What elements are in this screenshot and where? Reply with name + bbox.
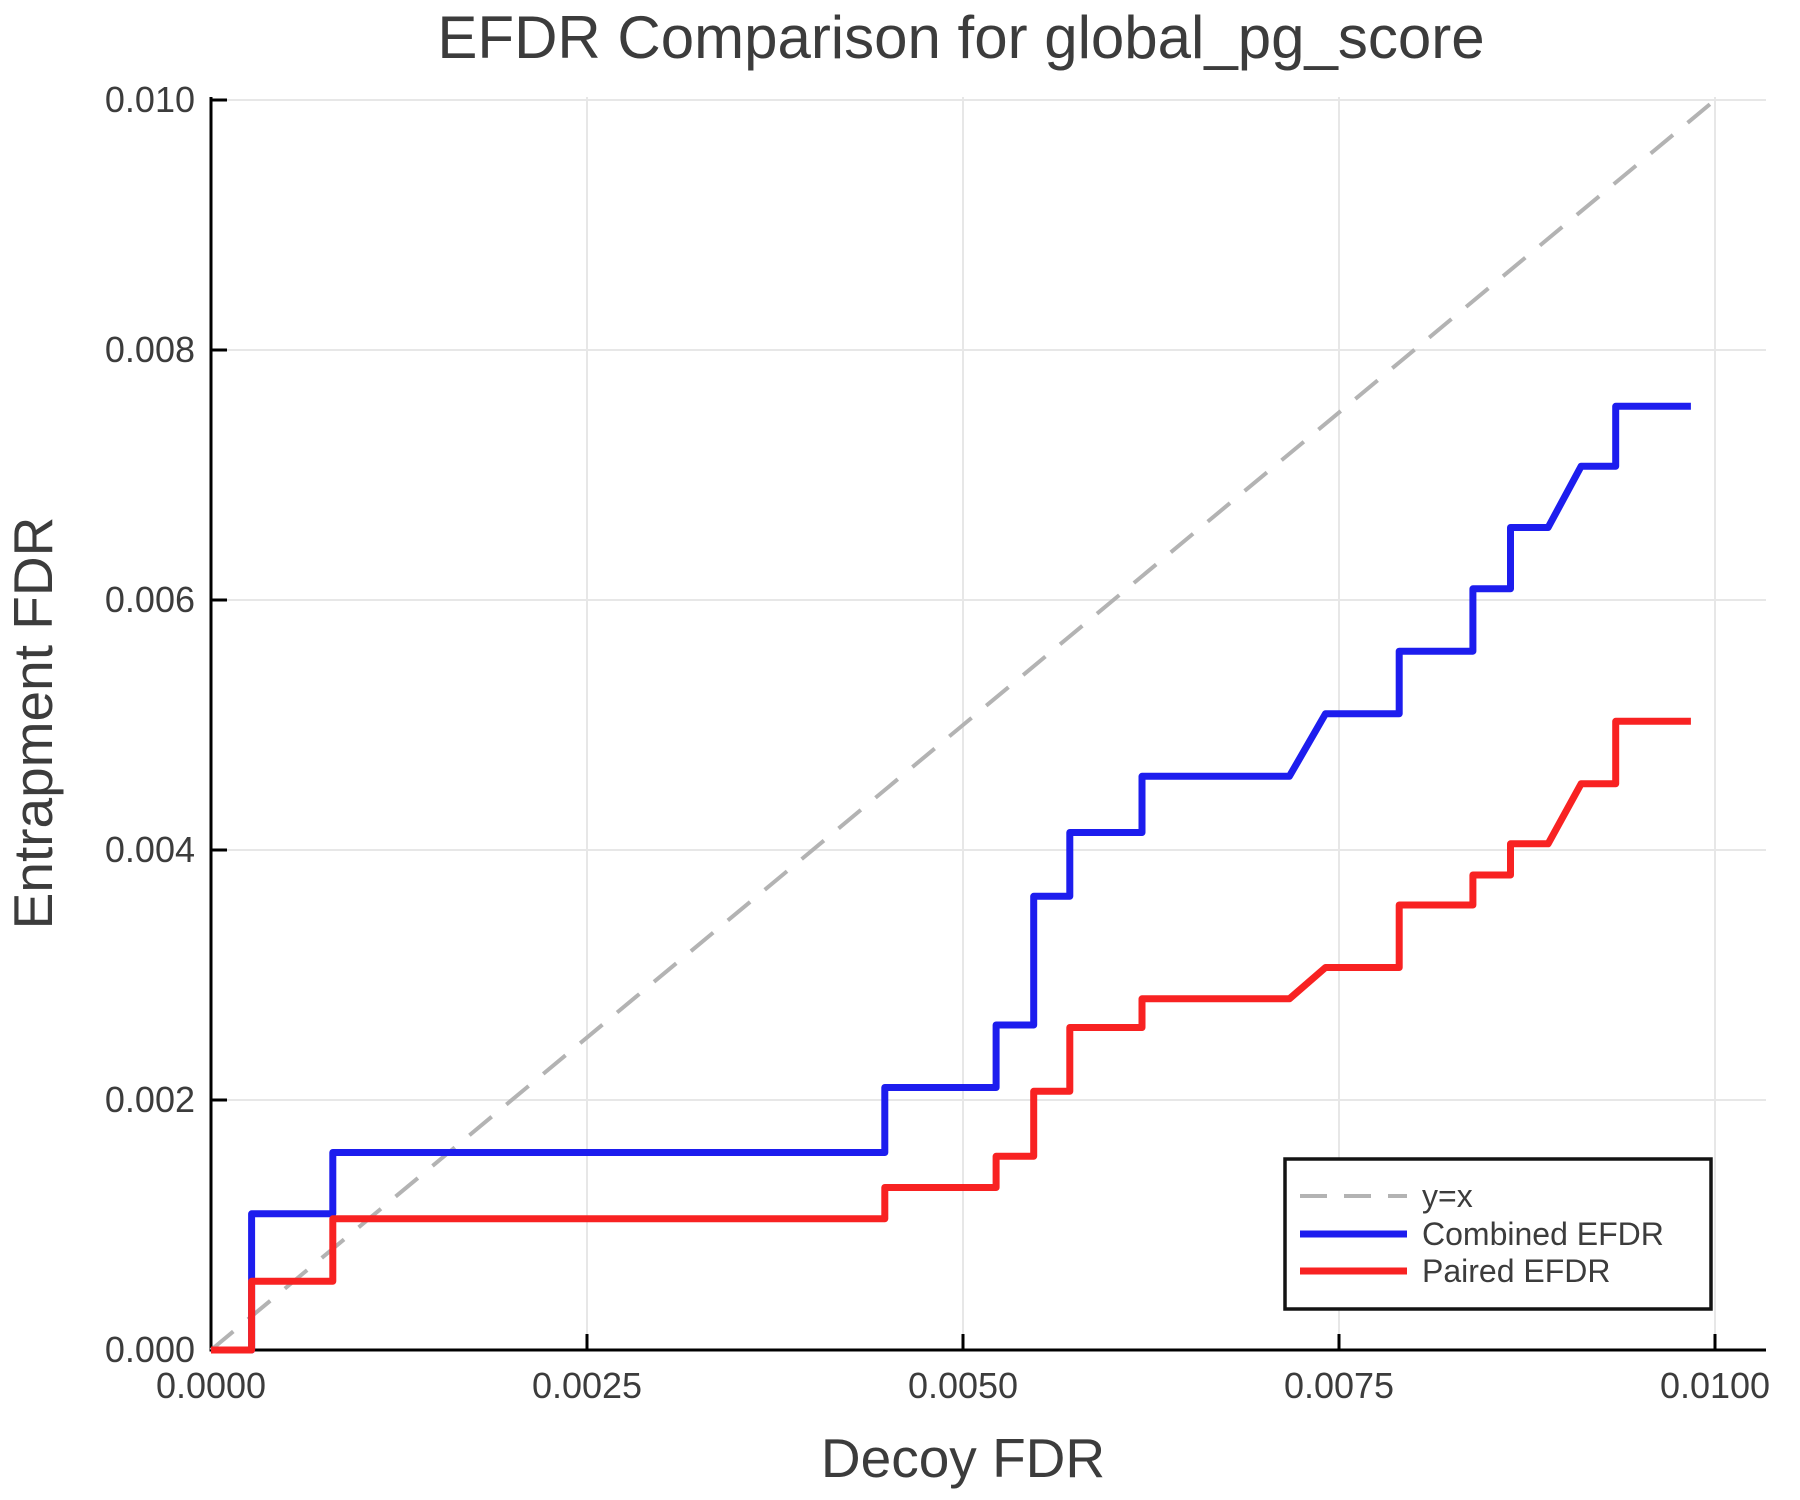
- series-lines: [209, 98, 1717, 1354]
- y-tick-label: 0.004: [105, 829, 195, 870]
- y-tick-label: 0.008: [105, 329, 195, 370]
- legend: y=x Combined EFDR Paired EFDR: [1283, 1157, 1713, 1311]
- y-tick-label: 0.010: [105, 79, 195, 120]
- y-tick-label: 0.006: [105, 579, 195, 620]
- chart-title: EFDR Comparison for global_pg_score: [437, 4, 1484, 71]
- x-tick-label: 0.0025: [532, 1365, 642, 1406]
- legend-label-combined: Combined EFDR: [1422, 1216, 1664, 1252]
- series-line-y-x: [209, 98, 1717, 1352]
- axes: [209, 97, 1766, 1352]
- series-line-combined-efdr: [211, 402, 1691, 1354]
- series-line-paired-efdr: [211, 717, 1691, 1354]
- x-tick-label: 0.0075: [1284, 1365, 1394, 1406]
- y-tick-label: 0.000: [105, 1329, 195, 1370]
- legend-label-paired: Paired EFDR: [1422, 1253, 1611, 1289]
- tick-labels: 0.0000 0.0025 0.0050 0.0075 0.0100 0.000 0.002…: [105, 79, 1770, 1406]
- x-tick-label: 0.0100: [1660, 1365, 1770, 1406]
- x-tick-label: 0.0050: [908, 1365, 1018, 1406]
- x-axis-label: Decoy FDR: [821, 1427, 1105, 1489]
- y-tick-label: 0.002: [105, 1079, 195, 1120]
- legend-label-identity: y=x: [1422, 1178, 1473, 1214]
- y-axis-label: Entrapment FDR: [2, 517, 64, 930]
- x-tick-label: 0.0000: [156, 1365, 266, 1406]
